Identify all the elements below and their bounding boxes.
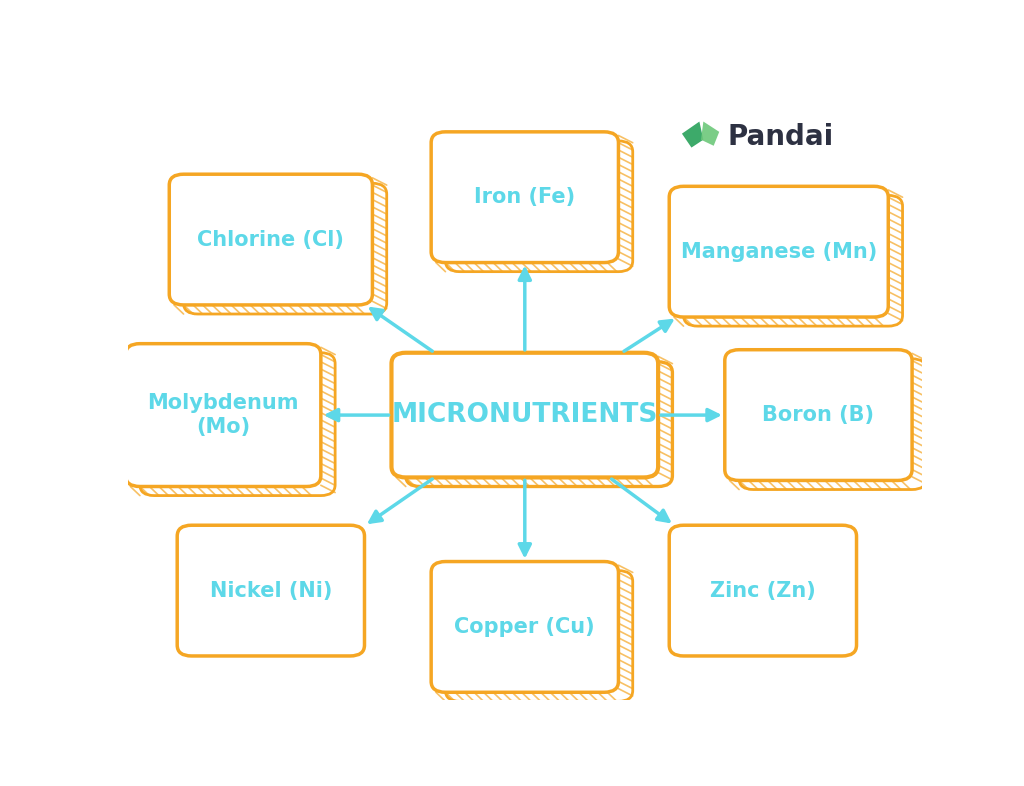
- Text: Manganese (Mn): Manganese (Mn): [681, 241, 877, 262]
- FancyBboxPatch shape: [445, 141, 633, 272]
- Text: MICRONUTRIENTS: MICRONUTRIENTS: [391, 402, 658, 428]
- Text: Molybdenum
(Mo): Molybdenum (Mo): [147, 394, 299, 437]
- Text: Copper (Cu): Copper (Cu): [455, 617, 595, 637]
- Text: Chlorine (Cl): Chlorine (Cl): [198, 230, 344, 250]
- Text: Pandai: Pandai: [727, 123, 834, 151]
- FancyBboxPatch shape: [126, 343, 321, 487]
- FancyBboxPatch shape: [684, 196, 902, 326]
- FancyBboxPatch shape: [183, 183, 387, 314]
- FancyBboxPatch shape: [140, 353, 335, 496]
- Polygon shape: [701, 122, 719, 145]
- FancyBboxPatch shape: [431, 561, 618, 692]
- Polygon shape: [682, 122, 703, 148]
- FancyBboxPatch shape: [431, 132, 618, 263]
- FancyBboxPatch shape: [739, 358, 927, 490]
- FancyBboxPatch shape: [169, 174, 373, 305]
- Text: Iron (Fe): Iron (Fe): [474, 187, 575, 208]
- Text: Zinc (Zn): Zinc (Zn): [710, 581, 816, 601]
- FancyBboxPatch shape: [445, 571, 633, 701]
- Text: Nickel (Ni): Nickel (Ni): [210, 581, 332, 601]
- FancyBboxPatch shape: [725, 350, 912, 480]
- Text: Boron (B): Boron (B): [763, 405, 874, 425]
- FancyBboxPatch shape: [391, 353, 658, 477]
- FancyBboxPatch shape: [406, 362, 673, 487]
- FancyBboxPatch shape: [177, 525, 365, 656]
- FancyBboxPatch shape: [670, 186, 888, 317]
- FancyBboxPatch shape: [670, 525, 856, 656]
